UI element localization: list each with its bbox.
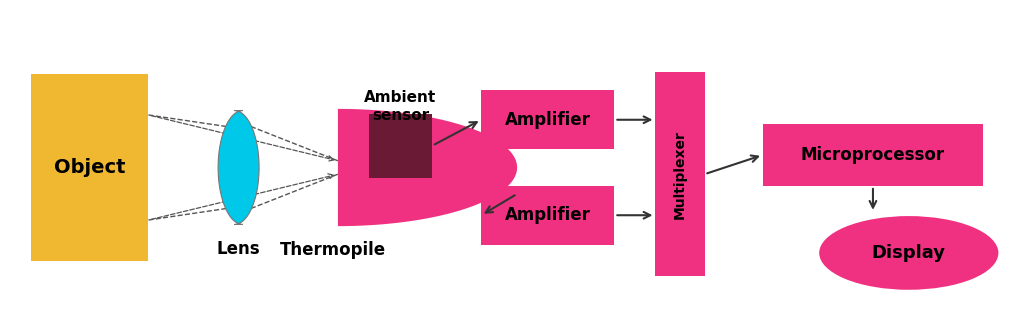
Polygon shape (218, 111, 259, 224)
Text: Microprocessor: Microprocessor (801, 146, 945, 164)
Text: Object: Object (54, 158, 125, 177)
Text: Ambient
sensor: Ambient sensor (365, 90, 436, 123)
Text: Thermopile: Thermopile (280, 241, 386, 259)
FancyBboxPatch shape (481, 186, 614, 245)
Polygon shape (338, 109, 517, 226)
FancyBboxPatch shape (369, 114, 432, 178)
Ellipse shape (819, 216, 998, 290)
FancyBboxPatch shape (481, 90, 614, 149)
Text: Lens: Lens (217, 240, 260, 258)
FancyBboxPatch shape (655, 72, 705, 276)
Text: Amplifier: Amplifier (505, 111, 591, 129)
FancyBboxPatch shape (31, 74, 148, 261)
FancyBboxPatch shape (763, 124, 983, 186)
Text: Display: Display (871, 244, 946, 262)
Text: Amplifier: Amplifier (505, 206, 591, 224)
Text: Multiplexer: Multiplexer (673, 130, 687, 219)
